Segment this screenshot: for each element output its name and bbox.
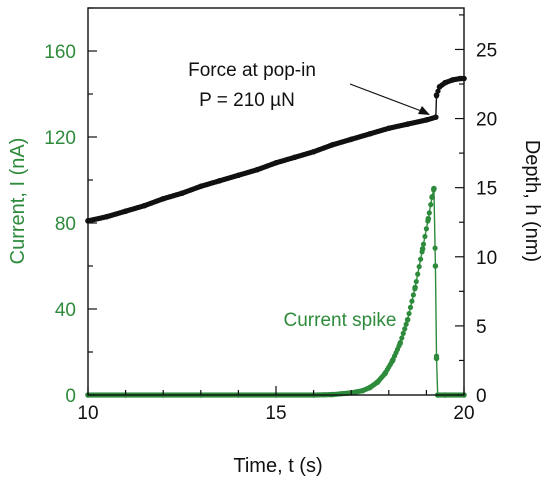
data-point	[420, 241, 427, 247]
data-point	[359, 387, 366, 394]
left-y-tick-label: 40	[55, 300, 76, 321]
left-y-tick-label: 80	[55, 214, 76, 235]
right-y-tick-label: 10	[476, 248, 497, 269]
data-point	[412, 284, 418, 291]
data-point	[367, 130, 373, 137]
data-point	[418, 256, 424, 262]
data-point	[429, 194, 435, 200]
data-point	[416, 264, 422, 270]
data-point	[428, 202, 434, 208]
data-point	[254, 166, 260, 173]
data-point	[423, 226, 429, 232]
data-point	[432, 245, 438, 251]
right-y-tick-label: 0	[476, 386, 487, 407]
data-point	[415, 271, 421, 277]
right-y-tick-label: 15	[476, 179, 497, 200]
data-point	[397, 340, 403, 347]
data-point	[432, 263, 439, 269]
data-point	[292, 154, 298, 161]
data-point	[141, 202, 148, 209]
data-point	[409, 298, 415, 304]
right-y-tick-label: 25	[476, 40, 497, 61]
data-point	[431, 185, 437, 192]
data-point	[235, 172, 242, 179]
right-y-tick-label: 20	[476, 110, 497, 131]
series-depth	[85, 75, 467, 224]
data-point	[402, 326, 408, 332]
data-point	[382, 370, 388, 377]
data-point	[374, 379, 381, 385]
popin-arrow-head	[418, 106, 430, 115]
data-point	[399, 335, 405, 341]
series-layer	[85, 75, 467, 398]
x-tick-label: 15	[265, 403, 286, 424]
data-point	[389, 357, 396, 364]
popin-annotation-line1: Force at pop-in	[188, 60, 316, 81]
data-point	[404, 121, 411, 127]
data-point	[403, 321, 409, 327]
data-point	[423, 117, 430, 123]
data-point	[348, 136, 355, 143]
data-point	[425, 215, 432, 222]
left-y-tick-label: 160	[44, 42, 76, 63]
data-point	[410, 292, 416, 298]
data-point	[433, 92, 440, 98]
data-point	[367, 384, 373, 391]
data-point	[179, 190, 185, 197]
data-point	[216, 177, 223, 184]
data-point	[404, 316, 411, 323]
x-axis-title: Time, t (s)	[233, 455, 322, 477]
left-y-tick-label: 0	[65, 386, 76, 407]
left-y-tick-label: 120	[44, 128, 76, 149]
right-axis-title: Depth, h (nm)	[521, 140, 543, 262]
series-line-current	[88, 188, 464, 396]
data-point	[273, 160, 279, 166]
data-point	[160, 195, 166, 202]
data-point	[433, 355, 440, 362]
left-axis-title: Current, I (nA)	[7, 138, 29, 265]
data-point	[422, 233, 428, 240]
data-point	[104, 213, 110, 220]
data-point	[426, 210, 432, 216]
data-point	[413, 278, 419, 285]
data-point	[419, 246, 426, 252]
x-tick-label: 10	[77, 403, 98, 424]
data-point	[449, 77, 456, 83]
data-point	[436, 83, 443, 90]
popin-arrow-line	[349, 83, 425, 113]
data-point	[407, 304, 414, 310]
right-y-tick-label: 5	[476, 317, 487, 338]
data-point	[122, 208, 129, 214]
data-point	[310, 148, 317, 155]
data-point	[442, 79, 449, 86]
popin-annotation-line2: P = 210 µN	[199, 90, 295, 111]
data-point	[406, 310, 412, 317]
data-point	[198, 183, 204, 190]
data-point	[433, 114, 439, 120]
data-point	[400, 330, 406, 336]
current-spike-label: Current spike	[284, 310, 397, 331]
series-current	[85, 185, 467, 398]
data-point	[329, 142, 336, 148]
data-point	[386, 125, 392, 132]
x-tick-label: 20	[453, 403, 474, 424]
